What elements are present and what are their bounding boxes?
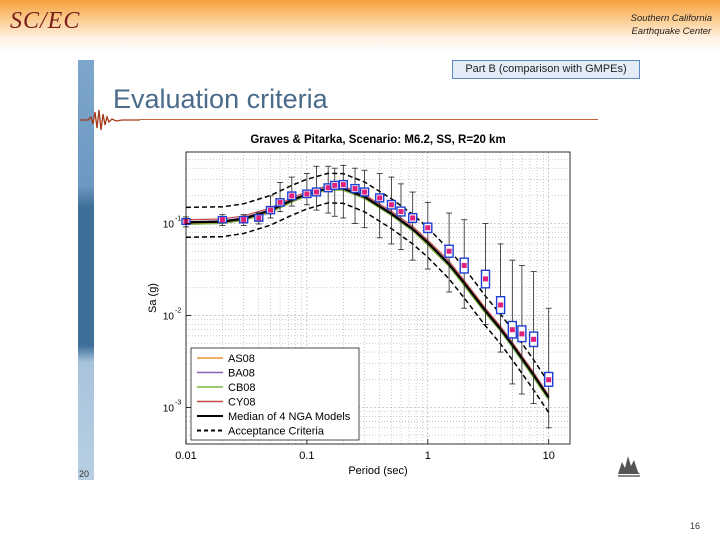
box-2	[459, 219, 469, 309]
box-0.4	[374, 173, 385, 239]
x-tick-label: 10	[543, 450, 555, 462]
box-median-marker	[277, 199, 283, 205]
box-6	[517, 265, 527, 395]
y-tick-exponent: -1	[175, 216, 181, 223]
legend-box	[190, 347, 360, 441]
box-0.02	[217, 214, 228, 226]
box-0.2	[338, 164, 348, 219]
box-median-marker	[241, 217, 247, 223]
box-0.04	[254, 212, 264, 225]
header-band	[0, 0, 720, 52]
legend-label: AS08	[228, 353, 255, 365]
legend-label: Median of 4 NGA Models	[228, 411, 351, 423]
box-0.03	[238, 214, 249, 226]
y-tick-label: 10	[163, 311, 175, 322]
box-7.5	[528, 271, 539, 405]
part-label-box: Part B (comparison with GMPEs)	[452, 60, 640, 79]
x-tick-label: 0.01	[175, 450, 196, 462]
x-tick-label: 0.1	[299, 450, 314, 462]
seismogram-icon	[80, 109, 140, 131]
box-0.75	[408, 191, 418, 261]
box-median-marker	[219, 217, 225, 223]
box-0.6	[396, 183, 406, 251]
y-tick-label: 10	[163, 403, 175, 414]
box-median-marker	[410, 215, 416, 221]
box-median-marker	[256, 215, 262, 221]
box-median-marker	[289, 193, 295, 199]
x-axis-label: Period (sec)	[348, 465, 407, 477]
box-0.12	[311, 165, 322, 211]
box-median-marker	[509, 327, 515, 333]
box-10	[544, 307, 554, 429]
box-median-marker	[398, 209, 404, 215]
box-1	[423, 201, 433, 270]
legend-label: CB08	[228, 382, 256, 394]
box-0.25	[350, 167, 360, 224]
org-line-2: Earthquake Center	[631, 26, 712, 37]
x-tick-label: 1	[425, 450, 431, 462]
box-median-marker	[388, 202, 394, 208]
box-median-marker	[313, 189, 319, 195]
legend-label: Acceptance Criteria	[228, 426, 325, 438]
plot-frame	[185, 151, 571, 445]
legend: AS08 BA08 CB08 CY08 Median of 4 NGA Models Ac…	[190, 347, 360, 441]
box-median-marker	[268, 207, 274, 213]
box-0.5	[386, 176, 397, 245]
legend-label: CY08	[228, 397, 256, 409]
y-tick-exponent: -2	[175, 307, 181, 314]
left-slide-number: 20	[79, 469, 90, 479]
box-0.05	[265, 195, 276, 219]
box-0.06	[275, 182, 285, 212]
box-3	[480, 223, 491, 325]
box-median-marker	[325, 185, 331, 191]
box-median-marker	[461, 262, 467, 268]
y-axis-label: Sa (g)	[147, 283, 159, 313]
box-0.17	[330, 167, 340, 217]
y-tick-label: 10	[163, 220, 175, 231]
box-0.1	[302, 173, 312, 206]
box-0.15	[323, 165, 333, 214]
box-median-marker	[498, 302, 504, 308]
box-median-marker	[352, 186, 358, 192]
box-4	[495, 243, 506, 353]
box-0.3	[359, 169, 370, 229]
box-median-marker	[362, 189, 368, 195]
y-tick-exponent: -3	[175, 399, 181, 406]
box-median-marker	[425, 225, 431, 231]
page-number: 16	[690, 521, 701, 531]
box-median-marker	[546, 377, 552, 383]
box-median-marker	[446, 248, 452, 254]
box-median-marker	[377, 195, 383, 201]
box-1.5	[444, 212, 454, 293]
ucla-logo-icon	[618, 456, 640, 477]
box-median-marker	[531, 336, 537, 342]
slide-title: Evaluation criteria	[113, 84, 328, 114]
title-underline	[140, 119, 598, 120]
chart-title: Graves & Pitarka, Scenario: M6.2, SS, R=…	[250, 134, 505, 146]
box-0.075	[287, 176, 297, 207]
box-median-marker	[482, 276, 488, 282]
org-line-1: Southern California	[630, 13, 712, 24]
legend-label: BA08	[228, 368, 255, 380]
simulation-boxes	[181, 164, 554, 429]
left-accent-bar	[78, 60, 94, 480]
box-median-marker	[304, 191, 310, 197]
scec-logo: SC/EC	[10, 8, 81, 34]
box-median-marker	[340, 182, 346, 188]
organization-name: Southern California Earthquake Center	[631, 12, 712, 38]
box-median-marker	[519, 331, 525, 337]
box-median-marker	[332, 182, 338, 188]
box-5	[507, 259, 518, 385]
